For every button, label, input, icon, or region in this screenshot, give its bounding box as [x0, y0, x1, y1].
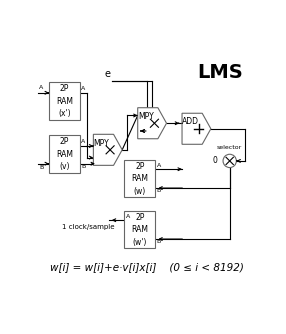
Text: B: B	[39, 165, 43, 170]
Bar	[124, 160, 156, 197]
Text: A: A	[126, 214, 130, 219]
Text: B: B	[156, 188, 161, 193]
Bar	[49, 82, 80, 120]
Text: ADD: ADD	[182, 118, 198, 127]
Text: B: B	[81, 164, 86, 169]
Text: 2P
RAM
(w'): 2P RAM (w')	[132, 213, 148, 246]
Text: A: A	[156, 163, 161, 168]
Text: LMS: LMS	[197, 63, 243, 82]
Bar	[124, 211, 156, 248]
Text: 2P
RAM
(w): 2P RAM (w)	[132, 162, 148, 196]
Text: e: e	[104, 69, 110, 79]
Bar	[49, 135, 80, 173]
Text: A: A	[81, 139, 86, 144]
Text: A: A	[81, 86, 86, 91]
Circle shape	[223, 154, 236, 168]
Polygon shape	[138, 108, 166, 139]
Text: MPY: MPY	[138, 112, 154, 121]
Polygon shape	[94, 134, 122, 165]
Text: MPY: MPY	[94, 139, 109, 148]
Text: selector: selector	[217, 145, 242, 150]
Text: 2P
RAM
(x'): 2P RAM (x')	[56, 84, 73, 118]
Polygon shape	[182, 113, 211, 144]
Text: 0: 0	[212, 156, 218, 165]
Text: w[i] = w[i]+e·v[i]x[i]    (0 ≤ i < 8192): w[i] = w[i]+e·v[i]x[i] (0 ≤ i < 8192)	[50, 262, 243, 272]
Text: A: A	[39, 85, 43, 90]
Text: 2P
RAM
(v): 2P RAM (v)	[56, 137, 73, 171]
Text: 1 clock/sample: 1 clock/sample	[62, 224, 115, 230]
Text: B: B	[156, 239, 161, 244]
